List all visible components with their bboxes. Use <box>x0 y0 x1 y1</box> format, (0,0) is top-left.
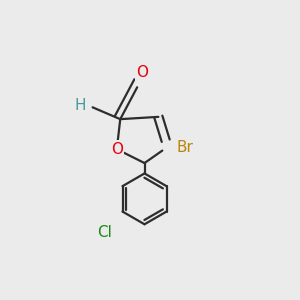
Text: Br: Br <box>177 140 194 155</box>
Text: H: H <box>74 98 85 113</box>
Text: O: O <box>111 142 123 157</box>
Text: O: O <box>136 65 148 80</box>
Text: Cl: Cl <box>97 225 112 240</box>
